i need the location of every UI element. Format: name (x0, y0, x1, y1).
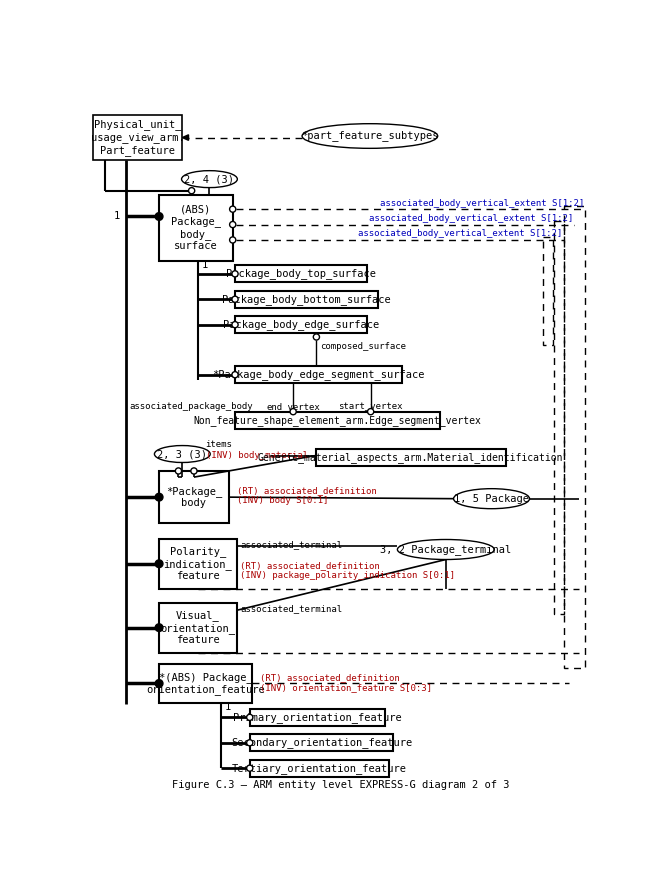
Circle shape (191, 468, 197, 474)
Text: *part_feature_subtypes: *part_feature_subtypes (301, 131, 439, 142)
Text: 2, 4 (3): 2, 4 (3) (184, 174, 235, 185)
Bar (250, 709, 386, 726)
Circle shape (229, 206, 236, 212)
Text: associated_body_vertical_extent S[1:2]: associated_body_vertical_extent S[1:2] (368, 214, 573, 223)
Bar (159, 538, 237, 589)
Circle shape (155, 494, 163, 501)
Text: Generic_material_aspects_arm.Material_identification: Generic_material_aspects_arm.Material_id… (258, 452, 563, 463)
Circle shape (229, 221, 236, 228)
Text: *(ABS) Package_
orientation_feature: *(ABS) Package_ orientation_feature (146, 672, 265, 695)
Ellipse shape (398, 539, 494, 559)
Text: associated_package_body: associated_package_body (130, 401, 253, 410)
Circle shape (155, 680, 163, 687)
Bar (235, 265, 367, 282)
Text: 2, 3 (3): 2, 3 (3) (158, 449, 207, 459)
Circle shape (290, 409, 296, 415)
Text: Secondary_orientation_feature: Secondary_orientation_feature (231, 737, 412, 748)
Bar (93, 116, 182, 159)
Circle shape (155, 560, 163, 567)
Text: (INV) orientation_feature S[0:3]: (INV) orientation_feature S[0:3] (260, 683, 432, 692)
Text: associated_body_vertical_extent S[1:2]: associated_body_vertical_extent S[1:2] (380, 199, 584, 208)
Circle shape (247, 740, 253, 745)
Ellipse shape (454, 488, 529, 509)
Text: Primary_orientation_feature: Primary_orientation_feature (233, 712, 402, 723)
Text: composed_surface: composed_surface (321, 342, 406, 351)
Text: 3, 2 Package_terminal: 3, 2 Package_terminal (380, 544, 511, 555)
Text: Figure C.3 — ARM entity level EXPRESS-G diagram 2 of 3: Figure C.3 — ARM entity level EXPRESS-G … (172, 780, 509, 790)
Ellipse shape (154, 445, 210, 462)
Text: start_vertex: start_vertex (338, 401, 403, 410)
Text: Package_body_bottom_surface: Package_body_bottom_surface (222, 294, 391, 305)
Circle shape (155, 212, 163, 220)
Text: (RT) associated_definition: (RT) associated_definition (237, 487, 376, 495)
Text: Polarity_
indication_
feature: Polarity_ indication_ feature (164, 547, 232, 582)
Text: (INV) body S[0:1]: (INV) body S[0:1] (237, 496, 328, 505)
Text: (ABS)
Package_
body_
surface: (ABS) Package_ body_ surface (171, 204, 221, 252)
Bar (316, 450, 505, 466)
Circle shape (368, 409, 374, 415)
Text: end_vertex: end_vertex (266, 401, 320, 410)
Bar (250, 735, 393, 751)
Text: Non_feature_shape_element_arm.Edge_segment_vertex: Non_feature_shape_element_arm.Edge_segme… (194, 415, 481, 426)
Circle shape (232, 322, 238, 328)
Text: associated_terminal: associated_terminal (241, 540, 342, 549)
Ellipse shape (182, 170, 237, 187)
Bar (565, 206, 585, 668)
Circle shape (232, 271, 238, 277)
Circle shape (176, 468, 182, 474)
Ellipse shape (302, 124, 438, 149)
Bar (235, 366, 402, 383)
Bar (553, 221, 564, 614)
Text: (INV) package_polarity_indication S[0:1]: (INV) package_polarity_indication S[0:1] (241, 571, 456, 580)
Text: *Package_body_edge_segment_surface: *Package_body_edge_segment_surface (212, 369, 424, 380)
Circle shape (229, 237, 236, 243)
Text: Package_body_edge_surface: Package_body_edge_surface (223, 319, 379, 330)
Text: Tertiary_orientation_feature: Tertiary_orientation_feature (232, 762, 407, 773)
Text: (INV) body_material: (INV) body_material (205, 451, 308, 460)
Text: *Package_
body: *Package_ body (166, 486, 222, 508)
Bar (159, 664, 252, 702)
Text: Visual_
orientation_
feature: Visual_ orientation_ feature (160, 610, 235, 645)
Bar (250, 760, 389, 777)
Text: Physical_unit_
usage_view_arm.
Part_feature: Physical_unit_ usage_view_arm. Part_feat… (91, 119, 185, 156)
Text: 1: 1 (201, 260, 208, 270)
Circle shape (232, 297, 238, 302)
Circle shape (188, 187, 195, 194)
Circle shape (232, 372, 238, 378)
Text: associated_terminal: associated_terminal (241, 604, 342, 613)
Text: (RT) associated_definition: (RT) associated_definition (260, 673, 400, 682)
Polygon shape (182, 134, 188, 141)
Text: 1: 1 (225, 702, 231, 711)
Text: items: items (205, 440, 233, 449)
Bar (235, 291, 378, 307)
Bar (235, 411, 440, 428)
Circle shape (313, 334, 319, 340)
Bar (159, 471, 229, 523)
Bar (159, 603, 237, 652)
Text: (RT) associated_definition: (RT) associated_definition (241, 561, 380, 570)
Circle shape (155, 624, 163, 632)
Bar (543, 237, 553, 345)
Circle shape (247, 714, 253, 720)
Text: 1: 1 (113, 211, 120, 221)
Bar (235, 316, 367, 333)
Text: Package_body_top_surface: Package_body_top_surface (226, 269, 376, 280)
Circle shape (247, 765, 253, 771)
Text: associated_body_vertical_extent S[1:2]: associated_body_vertical_extent S[1:2] (358, 229, 562, 238)
Text: 1, 5 Package: 1, 5 Package (454, 494, 529, 504)
Bar (159, 195, 233, 261)
